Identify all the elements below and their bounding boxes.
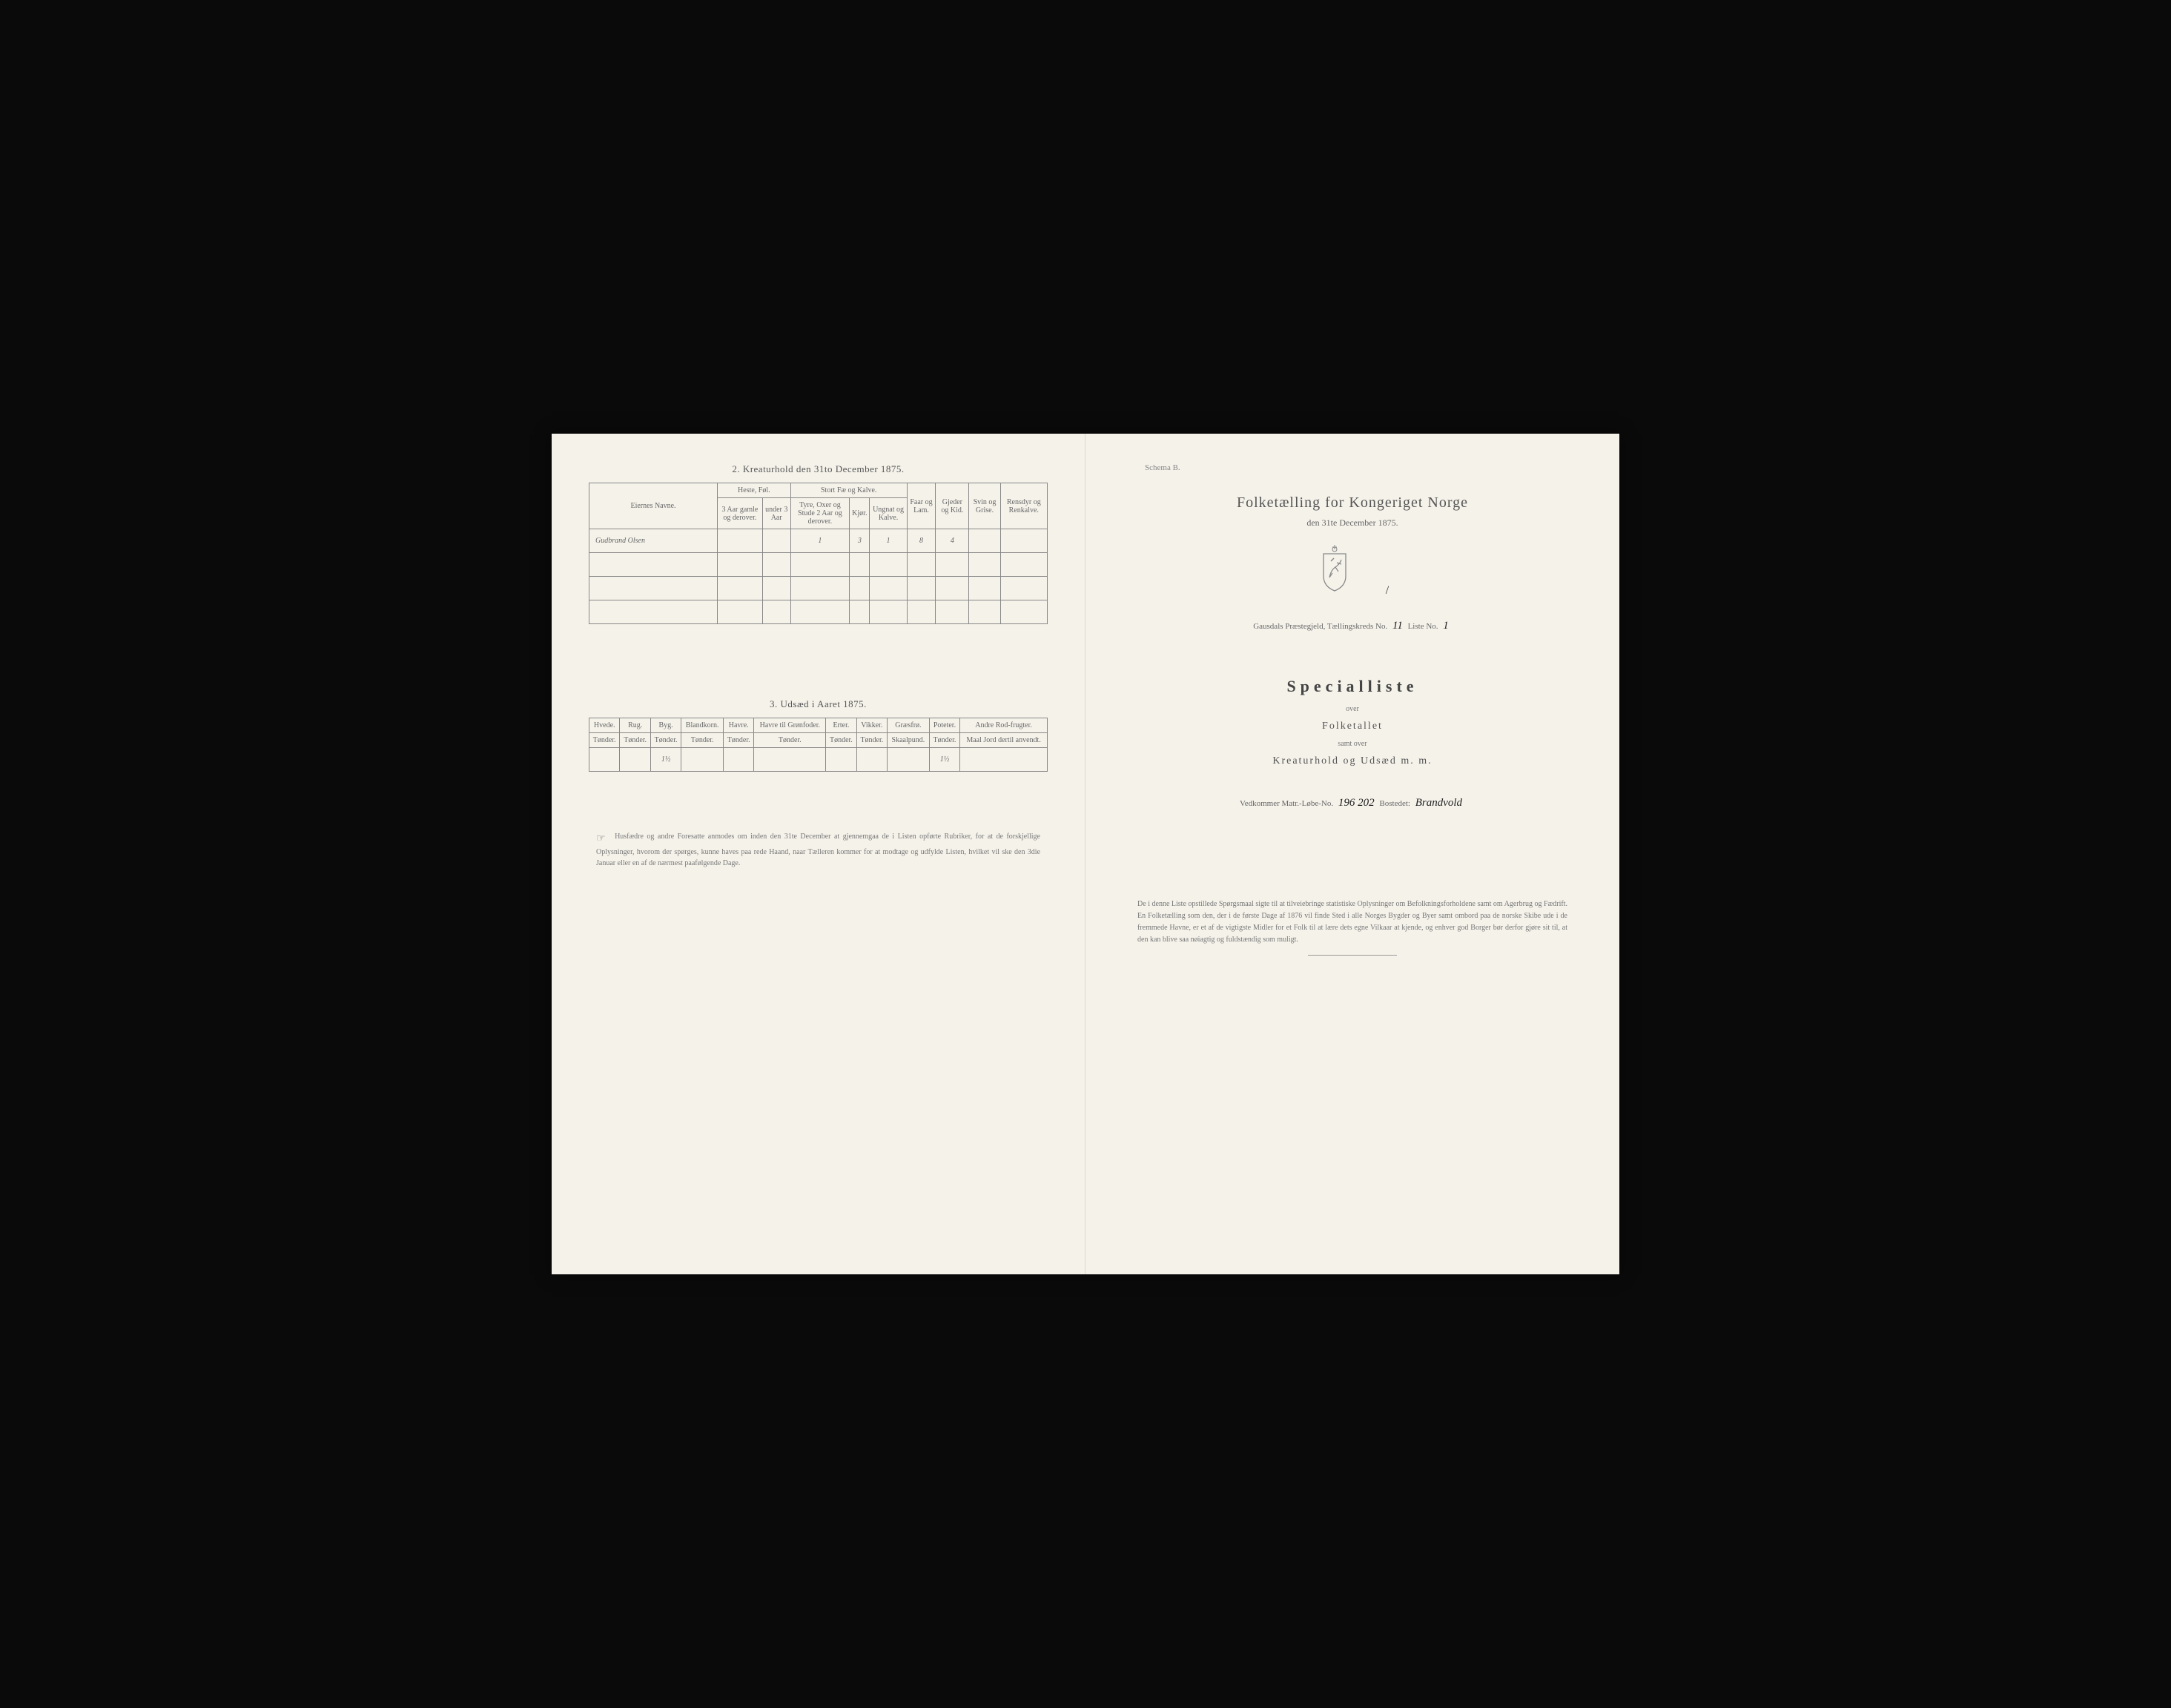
col: Vikker. bbox=[856, 718, 887, 733]
samt: samt over bbox=[1123, 740, 1582, 748]
cell: 8 bbox=[907, 529, 936, 553]
udsaed-table: Hvede. Rug. Byg. Blandkorn. Havre. Havre… bbox=[589, 718, 1048, 772]
col: Græsfrø. bbox=[888, 718, 930, 733]
cell: 1½ bbox=[650, 748, 681, 772]
vedkommer-prefix: Vedkommer Matr.-Løbe-No. bbox=[1240, 799, 1333, 808]
col-owner: Eiernes Navne. bbox=[589, 483, 718, 529]
col-pigs: Svin og Grise. bbox=[969, 483, 1000, 529]
table-row bbox=[589, 577, 1048, 600]
col-goats: Gjeder og Kid. bbox=[936, 483, 969, 529]
unit: Tønder. bbox=[681, 733, 724, 748]
footer-note: ☞ Husfædre og andre Foresatte anmodes om… bbox=[589, 831, 1048, 869]
unit: Tønder. bbox=[826, 733, 856, 748]
cell bbox=[960, 748, 1048, 772]
owner-name: Gudbrand Olsen bbox=[589, 529, 718, 553]
unit: Tønder. bbox=[589, 733, 620, 748]
unit: Maal Jord dertil anvendt. bbox=[960, 733, 1048, 748]
cell: 3 bbox=[850, 529, 870, 553]
liste-number: 1 bbox=[1440, 620, 1452, 632]
parish-mid: Liste No. bbox=[1408, 622, 1438, 631]
table2-title: 2. Kreaturhold den 31to December 1875. bbox=[589, 463, 1048, 475]
vedkommer-mid: Bostedet: bbox=[1379, 799, 1410, 808]
crest-mark: / bbox=[1386, 584, 1389, 597]
col-horses: Heste, Føl. bbox=[718, 483, 791, 498]
footer-text: Husfædre og andre Foresatte anmodes om i… bbox=[596, 833, 1040, 867]
kreaturhold: Kreaturhold og Udsæd m. m. bbox=[1123, 755, 1582, 767]
table-row bbox=[589, 553, 1048, 577]
page-right: Schema B. Folketælling for Kongeriget No… bbox=[1086, 434, 1619, 1274]
bosted-name: Brandvold bbox=[1412, 797, 1465, 809]
kreaturhold-table: Eiernes Navne. Heste, Føl. Stort Fæ og K… bbox=[589, 483, 1048, 624]
pointing-hand-icon: ☞ bbox=[596, 831, 606, 847]
parish-line: Gausdals Præstegjeld, Tællingskreds No. … bbox=[1123, 620, 1582, 632]
cell bbox=[826, 748, 856, 772]
cell bbox=[681, 748, 724, 772]
col: Havre. bbox=[723, 718, 753, 733]
col-reindeer: Rensdyr og Renkalve. bbox=[1000, 483, 1047, 529]
col: Rug. bbox=[620, 718, 650, 733]
cell bbox=[969, 529, 1000, 553]
coat-of-arms-icon: / bbox=[1123, 543, 1582, 598]
cell bbox=[856, 748, 887, 772]
cell: 4 bbox=[936, 529, 969, 553]
unit: Tønder. bbox=[723, 733, 753, 748]
lobe-number: 196 202 bbox=[1335, 797, 1378, 809]
cell bbox=[620, 748, 650, 772]
bottom-paragraph: De i denne Liste opstillede Spørgsmaal s… bbox=[1123, 898, 1582, 946]
cell: 1 bbox=[790, 529, 850, 553]
unit: Tønder. bbox=[856, 733, 887, 748]
cell bbox=[754, 748, 826, 772]
cell bbox=[888, 748, 930, 772]
col-sheep: Faar og Lam. bbox=[907, 483, 936, 529]
unit: Tønder. bbox=[929, 733, 959, 748]
cell: 1 bbox=[870, 529, 907, 553]
col: Byg. bbox=[650, 718, 681, 733]
cell bbox=[589, 748, 620, 772]
table-row: 1½ 1½ bbox=[589, 748, 1048, 772]
table3-title: 3. Udsæd i Aaret 1875. bbox=[589, 698, 1048, 710]
col: Hvede. bbox=[589, 718, 620, 733]
units-row: Tønder. Tønder. Tønder. Tønder. Tønder. … bbox=[589, 733, 1048, 748]
col: Havre til Grønfoder. bbox=[754, 718, 826, 733]
col: Andre Rod-frugter. bbox=[960, 718, 1048, 733]
sub-horsesA: 3 Aar gamle og derover. bbox=[718, 498, 763, 529]
table-row: Gudbrand Olsen 1 3 1 8 4 bbox=[589, 529, 1048, 553]
sub-horsesB: under 3 Aar bbox=[762, 498, 790, 529]
sub-cattleB: Kjør. bbox=[850, 498, 870, 529]
cell bbox=[723, 748, 753, 772]
header-row: Hvede. Rug. Byg. Blandkorn. Havre. Havre… bbox=[589, 718, 1048, 733]
unit: Tønder. bbox=[754, 733, 826, 748]
col: Poteter. bbox=[929, 718, 959, 733]
unit: Skaalpund. bbox=[888, 733, 930, 748]
sub-cattleC: Ungnat og Kalve. bbox=[870, 498, 907, 529]
table-row bbox=[589, 600, 1048, 624]
unit: Tønder. bbox=[620, 733, 650, 748]
col-cattle: Stort Fæ og Kalve. bbox=[790, 483, 907, 498]
col: Blandkorn. bbox=[681, 718, 724, 733]
parish-prefix: Gausdals Præstegjeld, Tællingskreds No. bbox=[1253, 622, 1387, 631]
unit: Tønder. bbox=[650, 733, 681, 748]
col: Erter. bbox=[826, 718, 856, 733]
over1: over bbox=[1123, 705, 1582, 713]
cell bbox=[1000, 529, 1047, 553]
divider bbox=[1308, 955, 1397, 956]
cell: 1½ bbox=[929, 748, 959, 772]
specialliste-title: Specialliste bbox=[1123, 677, 1582, 696]
kreds-number: 11 bbox=[1389, 620, 1406, 632]
main-title: Folketælling for Kongeriget Norge bbox=[1123, 494, 1582, 512]
main-subtitle: den 31te December 1875. bbox=[1123, 517, 1582, 529]
vedkommer-line: Vedkommer Matr.-Løbe-No. 196 202 Bostede… bbox=[1123, 797, 1582, 810]
page-left: 2. Kreaturhold den 31to December 1875. E… bbox=[552, 434, 1086, 1274]
cell bbox=[718, 529, 763, 553]
document-frame: 2. Kreaturhold den 31to December 1875. E… bbox=[552, 434, 1619, 1274]
sub-cattleA: Tyre, Oxer og Stude 2 Aar og derover. bbox=[790, 498, 850, 529]
folketallet: Folketallet bbox=[1123, 721, 1582, 732]
cell bbox=[762, 529, 790, 553]
schema-label: Schema B. bbox=[1145, 463, 1582, 472]
